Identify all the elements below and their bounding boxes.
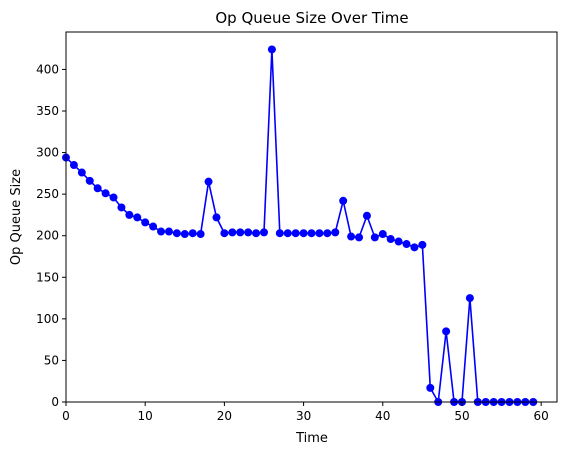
y-tick-label: 250 [36, 187, 59, 201]
data-point [442, 327, 451, 336]
x-tick-label: 50 [454, 409, 469, 423]
data-point [465, 294, 474, 303]
y-tick-label: 0 [51, 395, 59, 409]
data-point [101, 189, 110, 198]
data-point [307, 229, 316, 238]
data-point [347, 232, 356, 241]
y-tick-label: 300 [36, 146, 59, 160]
data-point [259, 228, 268, 237]
data-point [133, 213, 142, 222]
x-axis-label: Time [295, 431, 328, 446]
data-point [283, 229, 292, 238]
y-tick-label: 350 [36, 104, 59, 118]
data-point [370, 233, 379, 242]
y-tick-label: 50 [44, 353, 59, 367]
data-point [228, 228, 237, 237]
data-point [394, 237, 403, 246]
data-point [93, 184, 102, 193]
data-point [315, 229, 324, 238]
data-point [77, 168, 86, 177]
y-tick-label: 100 [36, 312, 59, 326]
plot-frame [65, 31, 558, 403]
y-axis-label: Op Queue Size [9, 169, 24, 265]
x-tick-label: 40 [375, 409, 390, 423]
y-tick-label: 150 [36, 270, 59, 284]
data-point [164, 227, 173, 236]
data-point [291, 229, 300, 238]
data-point [418, 240, 427, 249]
data-point [402, 240, 411, 249]
data-point [188, 229, 197, 238]
data-point [204, 177, 213, 186]
data-point [323, 229, 332, 238]
data-point [378, 230, 387, 239]
data-point [299, 229, 308, 238]
data-point [220, 229, 229, 238]
x-tick-label: 0 [62, 409, 70, 423]
data-point [117, 203, 126, 212]
data-point [275, 229, 284, 238]
x-tick-label: 10 [138, 409, 153, 423]
data-point [69, 161, 78, 170]
data-point [410, 243, 419, 252]
x-axis: 0 10 20 30 40 50 60 [62, 402, 549, 423]
data-point [331, 228, 340, 237]
x-tick-label: 20 [217, 409, 232, 423]
y-tick-label: 200 [36, 229, 59, 243]
data-point [85, 176, 94, 185]
x-tick-label: 60 [534, 409, 549, 423]
data-point [355, 233, 364, 242]
data-point [426, 383, 435, 392]
data-point [267, 45, 276, 54]
data-point [362, 211, 371, 220]
x-tick-label: 30 [296, 409, 311, 423]
data-point [196, 230, 205, 239]
data-point [212, 213, 221, 222]
data-point [157, 227, 166, 236]
data-point [339, 196, 348, 205]
data-point [109, 193, 118, 202]
data-point [252, 229, 261, 238]
data-point [141, 218, 150, 227]
plot-area [62, 45, 538, 406]
data-point [180, 230, 189, 239]
data-point [172, 229, 181, 238]
data-point [244, 228, 253, 237]
data-point [236, 228, 245, 237]
chart-title: Op Queue Size Over Time [215, 9, 408, 27]
series-line [65, 49, 534, 405]
y-axis: 0 50 100 150 200 250 300 350 400 [36, 62, 66, 409]
data-point [149, 222, 158, 231]
y-tick-label: 400 [36, 62, 59, 76]
data-point [386, 235, 395, 244]
data-point [125, 210, 134, 219]
